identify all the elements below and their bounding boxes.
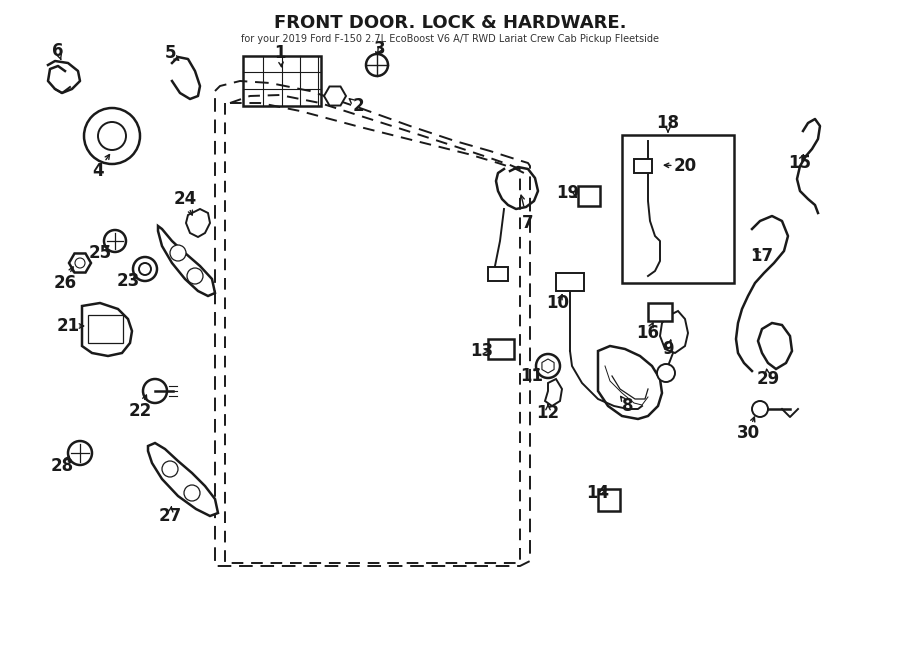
Circle shape (133, 257, 157, 281)
Polygon shape (148, 443, 218, 516)
Circle shape (366, 54, 388, 76)
Bar (578, 186, 600, 206)
Circle shape (170, 245, 186, 261)
Circle shape (139, 263, 151, 275)
Bar (598, 489, 620, 511)
Circle shape (187, 268, 203, 284)
Text: 15: 15 (788, 154, 812, 172)
Text: 6: 6 (52, 42, 64, 60)
Text: 3: 3 (374, 40, 386, 58)
Text: 2: 2 (352, 97, 364, 115)
Text: 11: 11 (520, 367, 544, 385)
Text: 1: 1 (274, 44, 286, 62)
Circle shape (536, 354, 560, 378)
Text: 14: 14 (587, 484, 609, 502)
Text: 26: 26 (53, 274, 76, 292)
Polygon shape (82, 303, 132, 356)
Polygon shape (69, 253, 91, 272)
Text: FRONT DOOR. LOCK & HARDWARE.: FRONT DOOR. LOCK & HARDWARE. (274, 14, 626, 32)
Text: 19: 19 (556, 184, 580, 202)
Text: for your 2019 Ford F-150 2.7L EcoBoost V6 A/T RWD Lariat Crew Cab Pickup Fleetsi: for your 2019 Ford F-150 2.7L EcoBoost V… (241, 34, 659, 44)
Bar (648, 303, 672, 321)
Circle shape (162, 461, 178, 477)
Text: 10: 10 (546, 294, 570, 312)
Text: 28: 28 (50, 457, 74, 475)
Circle shape (68, 441, 92, 465)
Circle shape (752, 401, 768, 417)
Circle shape (143, 379, 167, 403)
Text: 13: 13 (471, 342, 493, 360)
Bar (488, 339, 514, 359)
Bar (622, 135, 734, 283)
Bar (556, 273, 584, 291)
Bar (634, 159, 652, 173)
Text: 30: 30 (736, 424, 760, 442)
Text: 29: 29 (756, 370, 779, 388)
Polygon shape (542, 359, 554, 373)
Polygon shape (758, 323, 792, 369)
Text: 20: 20 (673, 157, 697, 175)
Bar (488, 267, 508, 281)
Text: 23: 23 (116, 272, 140, 290)
Text: 21: 21 (57, 317, 79, 335)
Polygon shape (545, 379, 562, 406)
Text: 18: 18 (656, 114, 680, 132)
Text: 27: 27 (158, 507, 182, 525)
Circle shape (657, 364, 675, 382)
Text: 9: 9 (662, 340, 674, 358)
Text: 7: 7 (522, 214, 534, 232)
Text: 24: 24 (174, 190, 196, 208)
Polygon shape (598, 346, 662, 419)
Text: 12: 12 (536, 404, 560, 422)
Bar (88, 315, 123, 343)
Text: 17: 17 (751, 247, 774, 265)
Bar (243, 56, 321, 106)
Text: 16: 16 (636, 324, 660, 342)
Text: 22: 22 (129, 402, 151, 420)
Text: 25: 25 (88, 244, 112, 262)
Polygon shape (660, 311, 688, 353)
Text: 8: 8 (622, 397, 634, 415)
Polygon shape (186, 209, 210, 237)
Circle shape (104, 230, 126, 252)
Text: 4: 4 (92, 162, 104, 180)
Text: 5: 5 (164, 44, 176, 62)
Circle shape (184, 485, 200, 501)
Polygon shape (324, 87, 346, 106)
Polygon shape (158, 226, 215, 296)
